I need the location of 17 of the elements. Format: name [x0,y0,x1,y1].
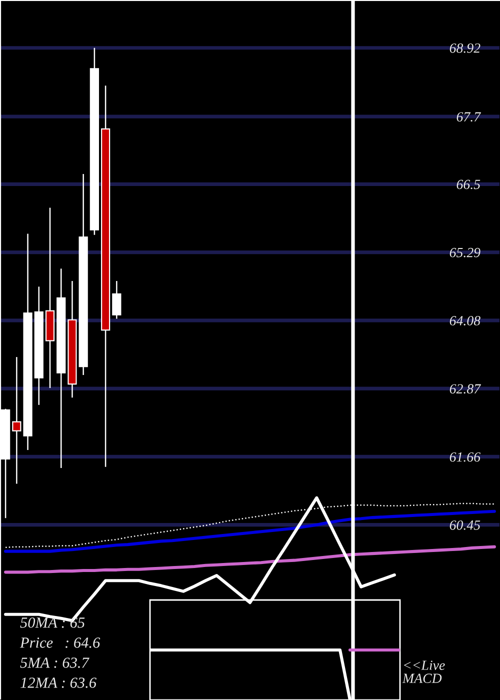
y-tick-label: 61.66 [450,452,480,462]
annotation: 12MA : 63.6 [20,678,96,688]
y-tick-label: 62.87 [450,384,482,394]
candlestick [12,356,22,484]
line-series [4,545,496,574]
y-tick-label: 64.08 [450,316,480,326]
annotation: Price : 64.6 [20,638,100,648]
annotation: <<Live MACD [402,660,445,684]
y-tick-label: 60.45 [450,520,480,530]
candlestick [112,280,122,320]
y-tick-label: 67.7 [456,112,482,122]
line-series [4,510,496,553]
annotation: 50MA : 65 [20,617,85,628]
y-tick-label: 68.92 [450,43,480,53]
y-tick-label: 65.29 [450,248,480,258]
y-tick-label: 66.5 [456,180,480,190]
annotation: 5MA : 63.7 [20,658,90,668]
